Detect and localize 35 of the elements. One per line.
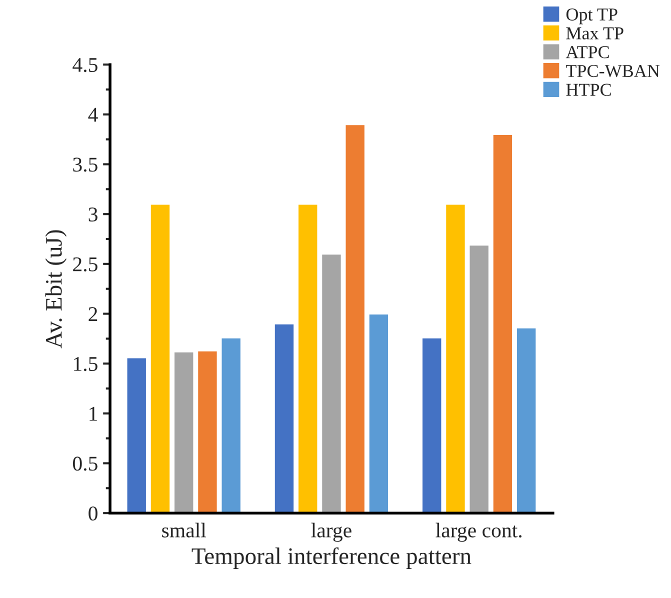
bar [173,350,195,514]
y-tick-label: 1.5 [74,357,98,372]
y-tick-label: 0.5 [72,456,98,471]
bar [320,253,342,514]
bar [344,124,366,514]
bar [368,313,390,514]
legend-label: ATPC [566,46,609,58]
y-tick-label: 0 [88,506,98,521]
bar [297,203,319,514]
y-tick-label: 2.5 [73,257,98,272]
legend-label: Opt TP [566,8,618,24]
y-tick-label: 2 [88,307,98,321]
bar [468,244,490,514]
y-tick-label: 4 [88,108,98,122]
legend-label: HTPC [566,84,611,96]
bar [220,336,242,514]
bar [516,327,538,514]
legend-label: Max TP [566,27,624,40]
y-axis-title: Av. Ebit (uJ) [45,230,67,348]
bar [274,323,295,514]
x-tick-label: small [162,522,206,538]
bar [492,134,514,514]
bar [444,203,466,514]
bar [196,350,218,514]
bar [126,356,148,514]
bar [150,203,171,514]
x-tick-label: large cont. [436,522,522,542]
bar [421,336,443,514]
y-tick-label: 4.5 [72,58,98,72]
x-tick-label: large [311,522,352,542]
x-axis-title: Temporal interference pattern [192,547,472,569]
y-tick-label: 1 [90,406,97,421]
y-tick-label: 3 [88,208,98,222]
y-tick-label: 3.5 [73,158,98,172]
legend-label: TPC-WBAN [566,64,660,78]
